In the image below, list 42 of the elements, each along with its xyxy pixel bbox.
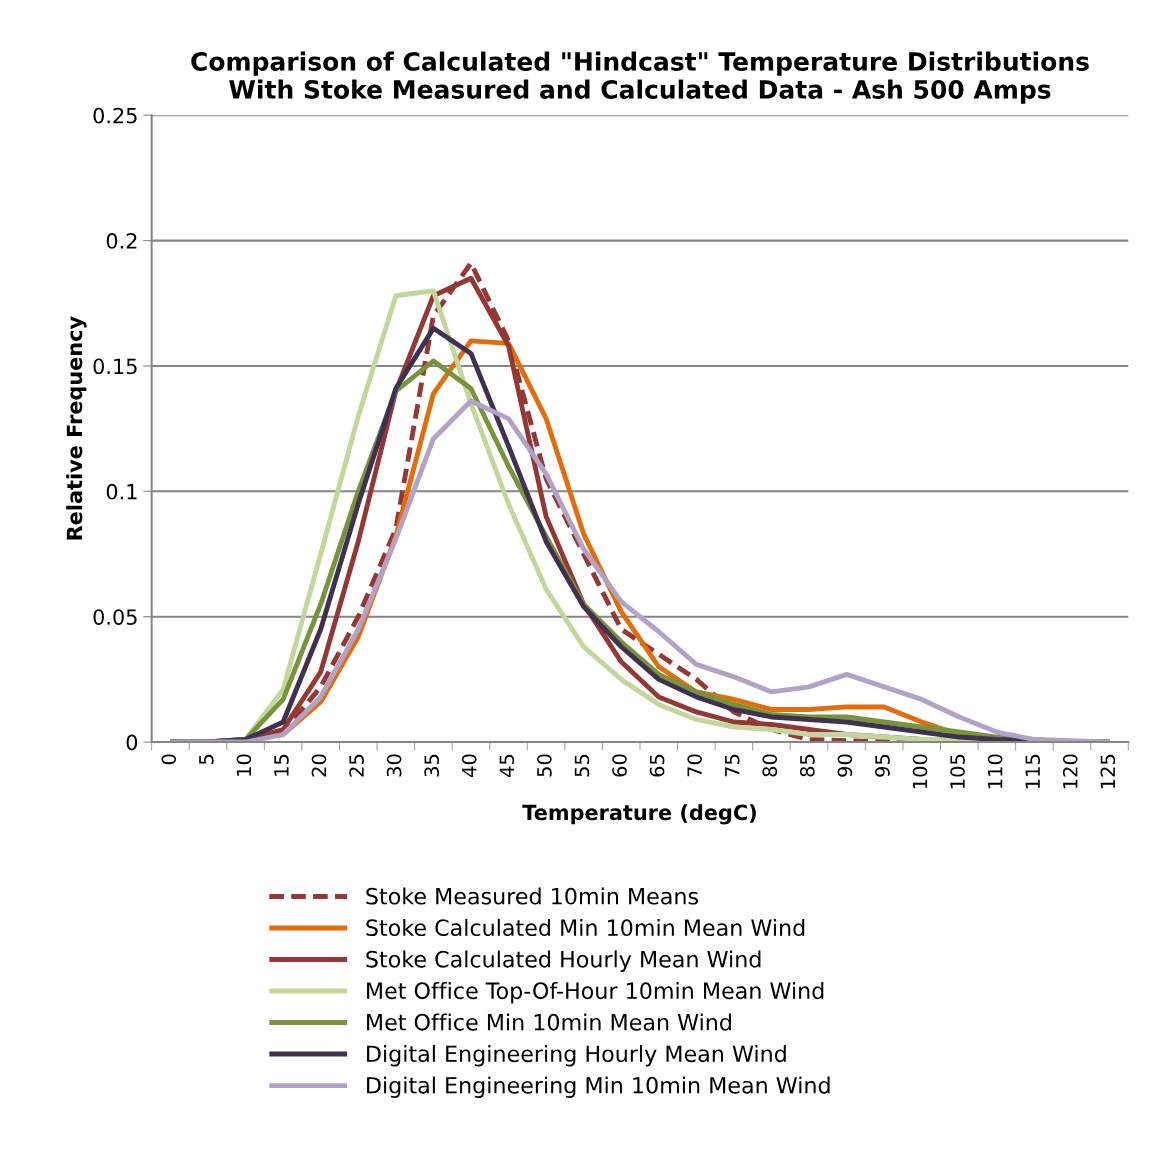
x-tick-label: 45 — [499, 754, 515, 777]
legend-label: Stoke Calculated Min 10min Mean Wind — [366, 918, 805, 937]
legend-label: Stoke Measured 10min Means — [366, 887, 698, 905]
x-tick-label: 65 — [649, 754, 665, 777]
x-tick-label: 20 — [311, 754, 327, 777]
x-tick-label: 0 — [161, 754, 177, 765]
x-tick-label: 125 — [1100, 754, 1116, 789]
legend-label: Stoke Calculated Hourly Mean Wind — [366, 950, 761, 972]
x-tick-label: 40 — [461, 754, 477, 777]
x-tick-label: 105 — [950, 754, 965, 789]
y-tick-label: 0.1 — [106, 483, 137, 500]
x-tick-label: 75 — [725, 754, 740, 777]
legend-label: Met Office Top-Of-Hour 10min Mean Wind — [367, 981, 824, 1004]
y-tick-label: 0.15 — [93, 358, 137, 375]
y-tick-label: 0.05 — [93, 609, 137, 625]
x-tick-label: 35 — [424, 754, 440, 777]
legend-label: Digital Engineering Min 10min Mean Wind — [367, 1076, 830, 1098]
legend-label: Digital Engineering Hourly Mean Wind — [367, 1044, 786, 1067]
x-tick-label: 115 — [1025, 754, 1041, 789]
x-tick-label: 80 — [762, 754, 778, 777]
x-tick-label: 55 — [574, 754, 590, 777]
chart-title: Comparison of Calculated "Hindcast" Temperature Distributions With Stoke Measured and Calculated Data - Ash 500 Amps — [191, 51, 1089, 104]
x-tick-label: 5 — [199, 754, 214, 765]
x-tick-label: 90 — [837, 754, 853, 777]
x-tick-label: 100 — [912, 754, 928, 789]
x-tick-label: 95 — [875, 754, 890, 777]
y-tick-label: 0 — [126, 734, 138, 751]
x-axis-title: Temperature (degC) — [522, 804, 756, 825]
x-tick-label: 85 — [799, 754, 815, 777]
x-tick-label: 70 — [687, 754, 702, 777]
x-tick-label: 25 — [349, 754, 364, 777]
legend-label: Met Office Min 10min Mean Wind — [367, 1013, 731, 1031]
x-tick-label: 10 — [236, 754, 252, 776]
x-tick-label: 50 — [537, 754, 552, 777]
y-axis-title: Relative Frequency — [66, 316, 87, 540]
y-tick-label: 0.2 — [106, 233, 137, 249]
x-tick-label: 60 — [612, 754, 627, 777]
x-tick-label: 15 — [274, 754, 289, 776]
y-tick-label: 0.25 — [93, 107, 137, 124]
x-tick-label: 110 — [987, 754, 1003, 789]
x-tick-label: 120 — [1062, 754, 1078, 789]
x-tick-label: 30 — [386, 754, 402, 777]
